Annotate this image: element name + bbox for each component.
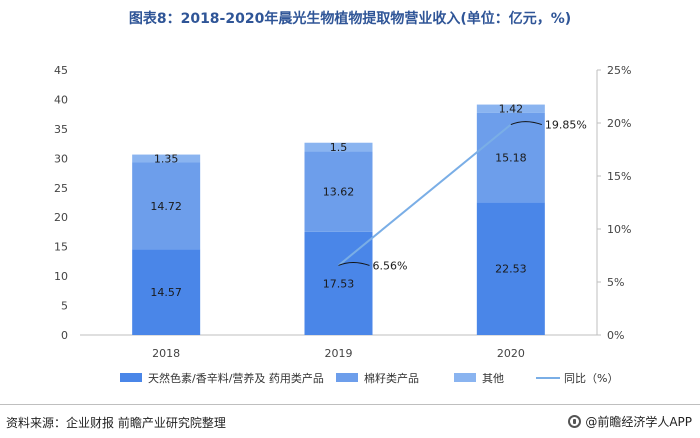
bar-value-label: 17.53: [323, 277, 355, 290]
bar-value-label: 1.35: [154, 153, 179, 166]
line-value-label: 6.56%: [373, 259, 408, 272]
y2-tick-label: 0%: [607, 329, 624, 342]
legend-label: 棉籽类产品: [364, 371, 419, 385]
legend-swatch: [454, 373, 476, 382]
y2-tick-label: 25%: [607, 64, 631, 77]
bar-segment: [132, 249, 201, 335]
brand-logo-icon: [568, 415, 582, 428]
legend-swatch: [120, 373, 142, 382]
legend-label: 天然色素/香辛料/营养及 药用类产品: [148, 371, 324, 385]
legend-label: 同比（%）: [564, 372, 618, 385]
x-tick-label: 2020: [497, 347, 525, 360]
chart-title: 图表8：2018-2020年晨光生物植物提取物营业收入(单位：亿元，%): [128, 11, 572, 27]
bar-segment: [476, 112, 545, 203]
source-note: 资料来源：企业财报 前瞻产业研究院整理: [6, 416, 226, 430]
y2-tick-label: 15%: [607, 170, 631, 183]
line-label-leader: [338, 261, 370, 266]
footer-divider: [0, 404, 700, 405]
legend-layer: 天然色素/香辛料/营养及 药用类产品 棉籽类产品 其他 同比（%）: [120, 371, 618, 385]
bar-value-label: 1.5: [330, 141, 348, 154]
bar-value-label: 13.62: [323, 186, 355, 199]
growth-line: [337, 123, 512, 267]
bar-segment: [132, 154, 201, 163]
y-tick-label: 5: [61, 300, 68, 313]
line-layer: [337, 121, 542, 267]
bar-value-label: 14.57: [150, 286, 182, 299]
y-tick-label: 30: [54, 152, 68, 165]
y-tick-label: 10: [54, 270, 68, 283]
bar-segment: [476, 104, 545, 113]
x-tick-label: 2018: [152, 347, 180, 360]
bar-value-label: 1.42: [499, 103, 524, 116]
bar-value-label: 22.53: [495, 263, 527, 276]
y2-tick-label: 5%: [607, 276, 624, 289]
bar-value-label: 15.18: [495, 152, 527, 165]
bar-segment: [304, 151, 373, 232]
brand-mark: @前瞻经济学人APP: [568, 413, 692, 430]
y-tick-label: 25: [54, 182, 68, 195]
bars-layer: [132, 104, 545, 335]
bar-segment: [304, 142, 373, 152]
chart-plot-area: 0 5 10 15 20 25 30 35 40 45 0% 5% 10% 15% 20% 25% 2018 20…: [54, 64, 631, 385]
y-tick-label: 45: [54, 64, 68, 77]
x-tick-label: 2019: [325, 347, 353, 360]
line-label-leader: [510, 121, 542, 126]
y-tick-label: 35: [54, 123, 68, 136]
y-tick-label: 20: [54, 211, 68, 224]
legend-swatch: [336, 373, 358, 382]
labels-layer: 14.57 14.72 1.35 17.53 13.62 1.5 22.53 15.18 1.4…: [150, 103, 586, 299]
y-tick-label: 40: [54, 93, 68, 106]
brand-text: @前瞻经济学人APP: [585, 415, 692, 429]
y2-tick-label: 10%: [607, 223, 631, 236]
bar-segment: [132, 162, 201, 250]
bar-segment: [304, 231, 373, 335]
y-tick-label: 0: [61, 329, 68, 342]
line-value-label: 19.85%: [545, 119, 587, 132]
y-tick-label: 15: [54, 241, 68, 254]
bar-value-label: 14.72: [150, 200, 182, 213]
y2-tick-label: 20%: [607, 117, 631, 130]
bar-segment: [476, 202, 545, 335]
legend-label: 其他: [482, 372, 504, 385]
